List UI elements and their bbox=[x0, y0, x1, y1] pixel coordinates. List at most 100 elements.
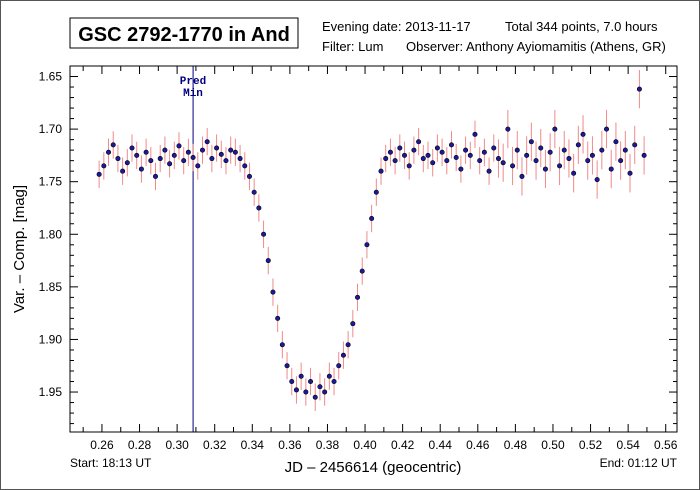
data-point bbox=[486, 168, 492, 174]
data-point bbox=[157, 156, 163, 162]
data-point bbox=[153, 173, 159, 179]
data-point bbox=[481, 149, 487, 155]
data-point bbox=[613, 139, 619, 145]
data-point bbox=[115, 156, 121, 162]
data-point bbox=[96, 171, 102, 177]
data-point bbox=[641, 152, 647, 158]
data-point bbox=[491, 145, 497, 151]
chart-title: GSC 2792-1770 in And bbox=[78, 24, 290, 46]
data-point bbox=[162, 147, 168, 153]
data-point bbox=[106, 149, 112, 155]
pred-min-label-2: Min bbox=[183, 88, 203, 100]
data-point bbox=[298, 373, 304, 379]
data-point bbox=[575, 142, 581, 148]
data-point bbox=[345, 342, 351, 348]
data-point bbox=[458, 166, 464, 172]
data-point bbox=[406, 163, 412, 169]
data-point bbox=[448, 142, 454, 148]
data-point bbox=[284, 363, 290, 369]
data-point bbox=[373, 189, 379, 195]
data-point bbox=[378, 168, 384, 174]
data-point bbox=[383, 156, 389, 162]
data-point bbox=[359, 268, 365, 274]
data-point bbox=[392, 158, 398, 164]
data-point bbox=[594, 177, 600, 183]
y-tick-label: 1.75 bbox=[39, 175, 63, 189]
data-point bbox=[209, 156, 215, 162]
data-point bbox=[143, 149, 149, 155]
data-point bbox=[340, 352, 346, 358]
x-tick-label: 0.40 bbox=[353, 438, 377, 452]
data-point bbox=[636, 86, 642, 92]
data-point bbox=[167, 161, 173, 167]
start-time: Start: 18:13 UT bbox=[70, 456, 152, 470]
x-tick-label: 0.36 bbox=[278, 438, 302, 452]
y-axis-label: Var. – Comp. [mag] bbox=[11, 185, 28, 313]
data-point bbox=[533, 158, 539, 164]
observer: Observer: Anthony Ayiomamitis (Athens, G… bbox=[406, 39, 666, 54]
data-point bbox=[214, 145, 220, 151]
data-point bbox=[303, 389, 309, 395]
data-point bbox=[171, 152, 177, 158]
data-point bbox=[477, 158, 483, 164]
data-point bbox=[270, 289, 276, 295]
data-point bbox=[289, 379, 295, 385]
data-point bbox=[364, 242, 370, 248]
data-point bbox=[453, 155, 459, 161]
data-point bbox=[279, 342, 285, 348]
y-tick-label: 1.70 bbox=[39, 122, 63, 136]
y-tick-label: 1.95 bbox=[39, 385, 63, 399]
data-point bbox=[430, 160, 436, 166]
data-point bbox=[425, 152, 431, 158]
x-tick-label: 0.32 bbox=[203, 438, 227, 452]
pred-min-label-1: Pred bbox=[180, 76, 206, 88]
data-point bbox=[444, 158, 450, 164]
data-point bbox=[495, 156, 501, 162]
data-point bbox=[510, 163, 516, 169]
plot-frame bbox=[69, 65, 678, 433]
data-point bbox=[336, 363, 342, 369]
data-point bbox=[571, 170, 577, 176]
data-point bbox=[561, 147, 567, 153]
data-point bbox=[589, 152, 595, 158]
data-point bbox=[101, 163, 107, 169]
data-point bbox=[129, 145, 135, 151]
data-point bbox=[218, 151, 224, 157]
data-point bbox=[317, 384, 323, 390]
data-point bbox=[223, 158, 229, 164]
data-point bbox=[608, 166, 614, 172]
data-point bbox=[411, 147, 417, 153]
data-point bbox=[242, 163, 248, 169]
x-tick-label: 0.38 bbox=[316, 438, 340, 452]
data-point bbox=[124, 160, 130, 166]
data-point bbox=[176, 143, 182, 149]
data-point bbox=[538, 145, 544, 151]
data-point bbox=[402, 152, 408, 158]
data-point bbox=[397, 145, 403, 151]
data-point bbox=[228, 147, 234, 153]
data-point bbox=[542, 166, 548, 172]
data-point bbox=[420, 156, 426, 162]
data-point bbox=[199, 147, 205, 153]
y-tick-label: 1.65 bbox=[39, 70, 63, 84]
filter: Filter: Lum bbox=[322, 39, 383, 54]
y-tick-label: 1.90 bbox=[39, 332, 63, 346]
data-point bbox=[134, 152, 140, 158]
data-point bbox=[312, 394, 318, 400]
x-tick-label: 0.56 bbox=[654, 438, 678, 452]
data-point bbox=[467, 152, 473, 158]
data-point bbox=[416, 139, 422, 145]
data-point bbox=[185, 149, 191, 155]
data-point bbox=[547, 149, 553, 155]
x-tick-label: 0.30 bbox=[165, 438, 189, 452]
data-point bbox=[632, 142, 638, 148]
data-point bbox=[463, 147, 469, 153]
data-point bbox=[627, 170, 633, 176]
data-point bbox=[604, 126, 610, 132]
data-point bbox=[251, 189, 257, 195]
x-axis-label: JD – 2456614 (geocentric) bbox=[285, 459, 462, 476]
x-tick-label: 0.28 bbox=[128, 438, 152, 452]
data-point bbox=[148, 158, 154, 164]
